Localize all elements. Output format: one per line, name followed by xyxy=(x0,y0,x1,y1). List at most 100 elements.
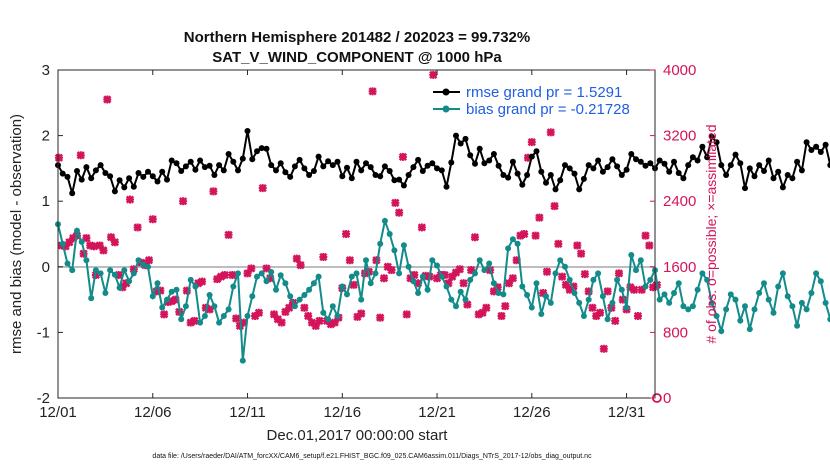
rmse-point xyxy=(92,167,99,174)
bias-point xyxy=(334,313,341,319)
bias-point xyxy=(803,306,810,313)
bias-point xyxy=(571,290,578,296)
bias-point xyxy=(130,270,137,277)
rmse-point xyxy=(486,157,493,164)
rmse-point xyxy=(580,175,587,182)
rmse-point xyxy=(334,158,341,165)
rmse-point xyxy=(410,164,417,171)
bias-point xyxy=(765,296,772,303)
y-tick-label-right: 800 xyxy=(663,324,688,341)
obs-assimilated-marker xyxy=(614,269,624,278)
rmse-point xyxy=(666,168,673,175)
rmse-point xyxy=(727,162,734,169)
rmse-point xyxy=(159,168,166,175)
rmse-point xyxy=(344,164,350,171)
y-tick-label-right: 3200 xyxy=(663,128,696,145)
rmse-point xyxy=(642,162,649,169)
bias-point xyxy=(746,326,753,333)
rmse-point xyxy=(381,163,388,170)
rmse-point xyxy=(562,162,568,169)
rmse-point xyxy=(225,151,232,157)
rmse-point xyxy=(794,158,801,165)
rmse-point xyxy=(249,156,256,163)
obs-assimilated-marker xyxy=(368,87,377,96)
bias-point xyxy=(405,263,412,270)
bias-point xyxy=(273,286,279,293)
bias-point xyxy=(164,296,170,303)
rmse-point xyxy=(813,143,820,150)
rmse-point xyxy=(149,173,156,180)
rmse-point xyxy=(528,153,535,160)
rmse-point xyxy=(798,167,805,174)
bias-point xyxy=(623,304,630,311)
bias-point xyxy=(201,313,208,319)
bias-point xyxy=(756,290,763,296)
rmse-point xyxy=(519,181,526,188)
bias-point xyxy=(723,306,730,313)
bias-point xyxy=(287,293,294,300)
bias-point xyxy=(83,257,90,264)
rmse-point xyxy=(358,167,365,174)
bias-point xyxy=(770,309,777,316)
obs-assimilated-marker xyxy=(546,128,555,137)
obs-assimilated-marker xyxy=(391,198,400,207)
rmse-point xyxy=(320,163,327,170)
obs-assimilated-marker xyxy=(641,231,650,240)
bias-point xyxy=(372,270,379,277)
rmse-point xyxy=(509,158,516,165)
rmse-point xyxy=(689,154,696,161)
rmse-point xyxy=(718,162,725,169)
bias-point xyxy=(524,292,531,298)
bias-point xyxy=(320,309,327,316)
rmse-point xyxy=(258,145,265,152)
bias-point xyxy=(718,328,725,335)
bias-point xyxy=(794,322,801,329)
obs-assimilated-marker xyxy=(304,311,313,321)
bias-point xyxy=(121,267,128,274)
obs-assimilated-marker xyxy=(542,267,552,276)
bias-point xyxy=(111,271,118,278)
rmse-point xyxy=(182,163,189,170)
bias-point xyxy=(761,280,767,287)
rmse-point xyxy=(803,139,810,146)
obs-assimilated-marker xyxy=(296,261,305,270)
rmse-point xyxy=(282,169,289,176)
bias-point xyxy=(216,319,223,326)
obs-assimilated-marker xyxy=(395,208,404,217)
rmse-point xyxy=(386,168,393,174)
rmse-point xyxy=(618,172,625,178)
obs-assimilated-marker xyxy=(258,183,267,193)
rmse-point xyxy=(723,172,730,178)
bias-point xyxy=(576,299,583,306)
bias-point xyxy=(789,303,796,310)
rmse-point xyxy=(59,170,66,177)
bias-point xyxy=(595,270,602,277)
rmse-point xyxy=(699,143,706,150)
rmse-point xyxy=(230,158,237,165)
bias-point xyxy=(519,283,526,290)
obs-assimilated-marker xyxy=(611,316,620,326)
bias-point xyxy=(822,299,829,306)
bias-point xyxy=(424,286,431,293)
rmse-point xyxy=(779,184,786,191)
obs-assimilated-marker xyxy=(520,229,529,239)
rmse-point xyxy=(339,173,346,180)
bias-point xyxy=(168,288,175,295)
rmse-point xyxy=(462,135,469,142)
bias-point xyxy=(538,311,545,317)
obs-assimilated-marker xyxy=(455,265,464,274)
rmse-point xyxy=(192,166,199,173)
bias-point xyxy=(642,283,649,290)
obs-assimilated-marker xyxy=(349,280,358,289)
bias-point xyxy=(69,267,76,274)
rmse-point xyxy=(590,165,597,172)
y-tick-label-right: 2400 xyxy=(663,193,696,210)
bias-point xyxy=(543,293,549,300)
bias-point xyxy=(126,278,133,285)
bias-point xyxy=(268,269,275,275)
bias-point xyxy=(107,267,114,274)
obs-assimilated-marker xyxy=(197,277,207,286)
rmse-point xyxy=(263,145,270,152)
bias-point xyxy=(64,260,71,267)
bias-point xyxy=(235,270,241,277)
